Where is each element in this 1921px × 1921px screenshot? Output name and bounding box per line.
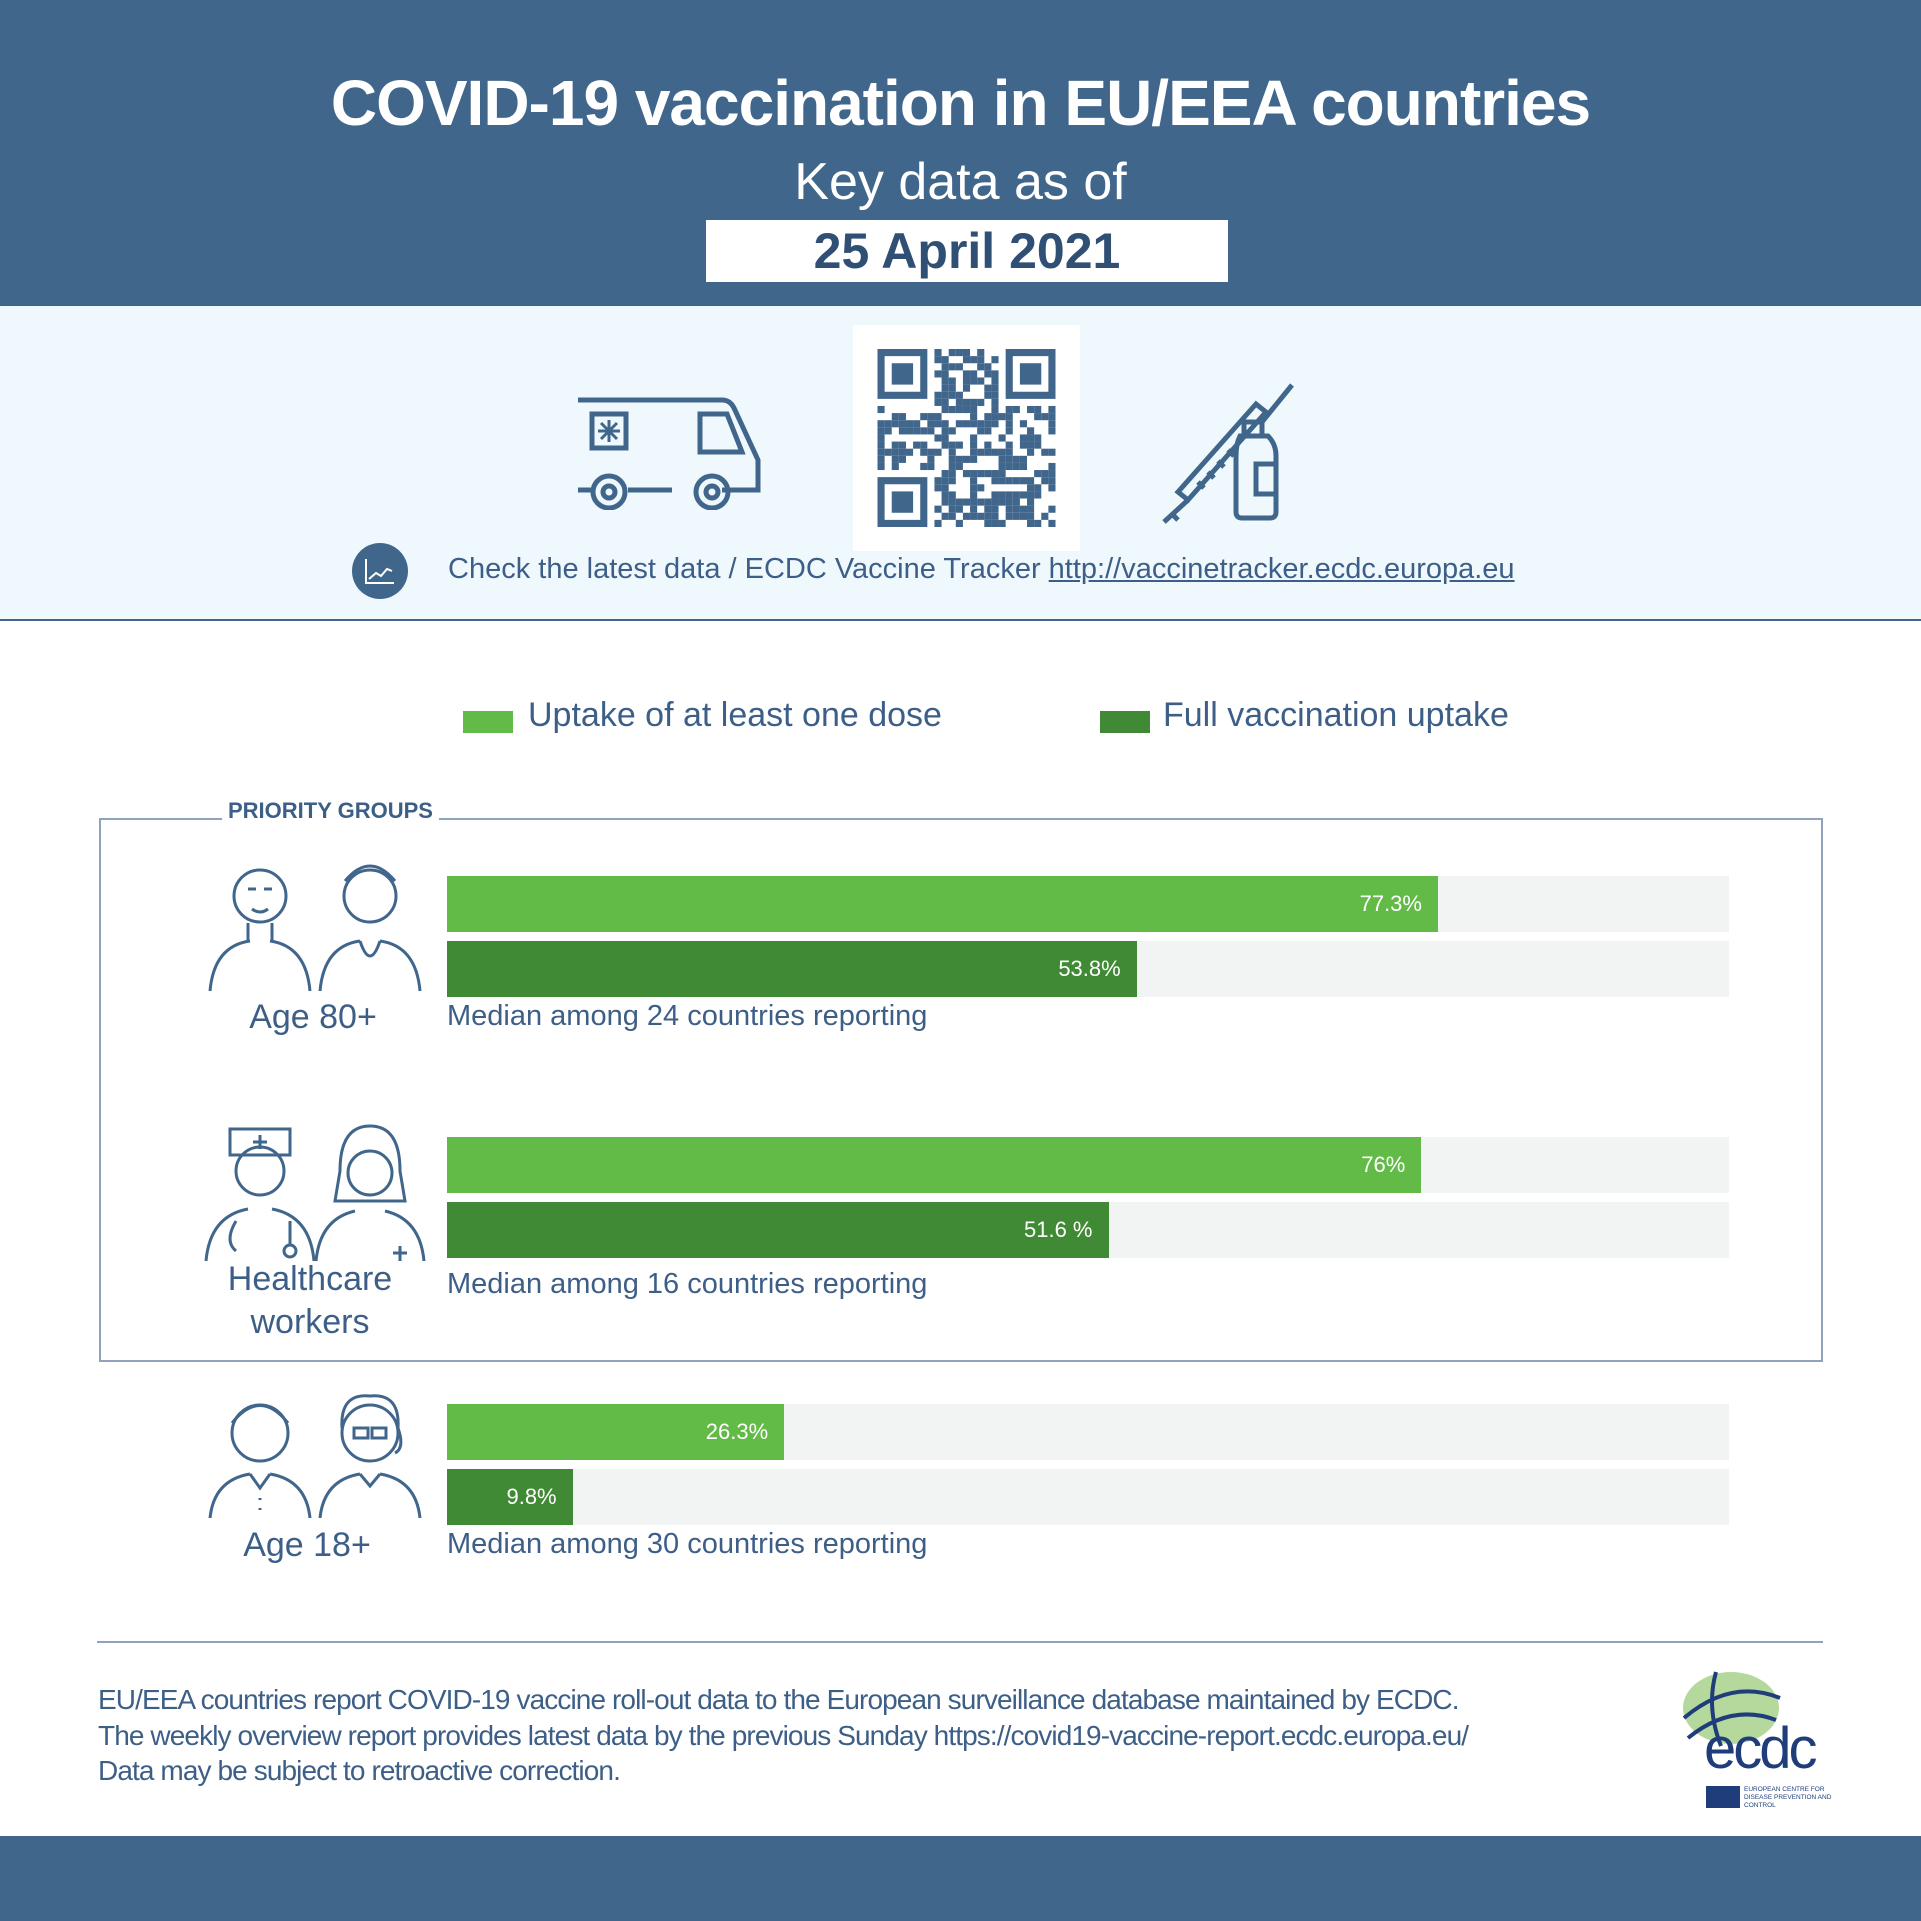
page-subtitle: Key data as of: [794, 153, 1127, 211]
bar-value-label: 53.8%: [1058, 956, 1121, 981]
bar-track: 77.3%: [447, 876, 1729, 932]
qr-code-pattern: [877, 349, 1056, 527]
people-icon: [208, 864, 422, 992]
footer-divider: [97, 1641, 1823, 1643]
logo-wordmark: ecdc: [1704, 1716, 1818, 1781]
eu-flag-icon: [1706, 1786, 1740, 1808]
group-label: Age 80+: [183, 996, 443, 1039]
ecdc-logo: ecdc EUROPEAN CENTRE FOR DISEASE PREVENT…: [1676, 1668, 1836, 1810]
bar-track: 53.8%: [447, 941, 1729, 997]
bar-full: 9.8%: [447, 1469, 573, 1525]
bar-track: 51.6 %: [447, 1202, 1729, 1258]
page-title: COVID-19 vaccination in EU/EEA countries: [330, 67, 1591, 139]
syringe-vial-icon: [1162, 383, 1294, 524]
bar-one-dose: 76%: [447, 1137, 1422, 1193]
bar-track: 9.8%: [447, 1469, 1729, 1525]
bar-track: 26.3%: [447, 1404, 1729, 1460]
legend-label-one-dose: Uptake of at least one dose: [528, 696, 942, 734]
bar-value-label: 76%: [1361, 1152, 1406, 1177]
report-date: 25 April 2021: [706, 220, 1228, 282]
bar-value-label: 9.8%: [506, 1484, 557, 1509]
bar-value-label: 26.3%: [705, 1419, 769, 1444]
tracker-link[interactable]: http://vaccinetracker.ecdc.europa.eu: [1048, 553, 1515, 585]
group-label-line: Age 18+: [243, 1526, 371, 1564]
bar-caption: Median among 30 countries reporting: [447, 1528, 928, 1560]
priority-groups-box: [99, 818, 1823, 1362]
group-label-line: Age 80+: [249, 998, 377, 1036]
bar-track: 76%: [447, 1137, 1729, 1193]
tracker-text: Check the latest data / ECDC Vaccine Tra…: [448, 553, 1041, 585]
bar-one-dose: 77.3%: [447, 876, 1438, 932]
logo-subtitle: EUROPEAN CENTRE FOR DISEASE PREVENTION A…: [1744, 1786, 1832, 1809]
qr-code[interactable]: [853, 325, 1080, 551]
bar-full: 53.8%: [447, 941, 1137, 997]
footer-note: Data may be subject to retroactive corre…: [98, 1755, 621, 1786]
bar-full: 51.6 %: [447, 1202, 1109, 1258]
refrigerated-van-icon: [578, 397, 761, 510]
bar-value-label: 77.3%: [1359, 891, 1422, 916]
bar-caption: Median among 16 countries reporting: [447, 1268, 928, 1300]
footer-banner: [0, 1836, 1921, 1921]
bar-one-dose: 26.3%: [447, 1404, 785, 1460]
legend-label-full: Full vaccination uptake: [1163, 696, 1509, 734]
people-icon: [204, 1124, 426, 1262]
priority-groups-label: PRIORITY GROUPS: [222, 798, 439, 824]
globe-icon: [1682, 1671, 1781, 1747]
group-label: Healthcare workers: [180, 1258, 440, 1344]
group-label-line: workers: [250, 1303, 370, 1341]
legend-swatch-one-dose: [463, 711, 513, 733]
chart-trend-icon: [352, 543, 408, 599]
people-icon: [208, 1394, 422, 1519]
group-label-line: Healthcare: [227, 1260, 393, 1298]
bar-caption: Median among 24 countries reporting: [447, 1000, 928, 1032]
bar-value-label: 51.6 %: [1024, 1217, 1093, 1242]
tracker-line: Check the latest data / ECDC Vaccine Tra…: [448, 553, 1515, 586]
legend-swatch-full: [1100, 711, 1150, 733]
footer-note: EU/EEA countries report COVID-19 vaccine…: [98, 1684, 1460, 1715]
group-label: Age 18+: [177, 1524, 437, 1567]
footer-note: The weekly overview report provides late…: [98, 1720, 1469, 1751]
